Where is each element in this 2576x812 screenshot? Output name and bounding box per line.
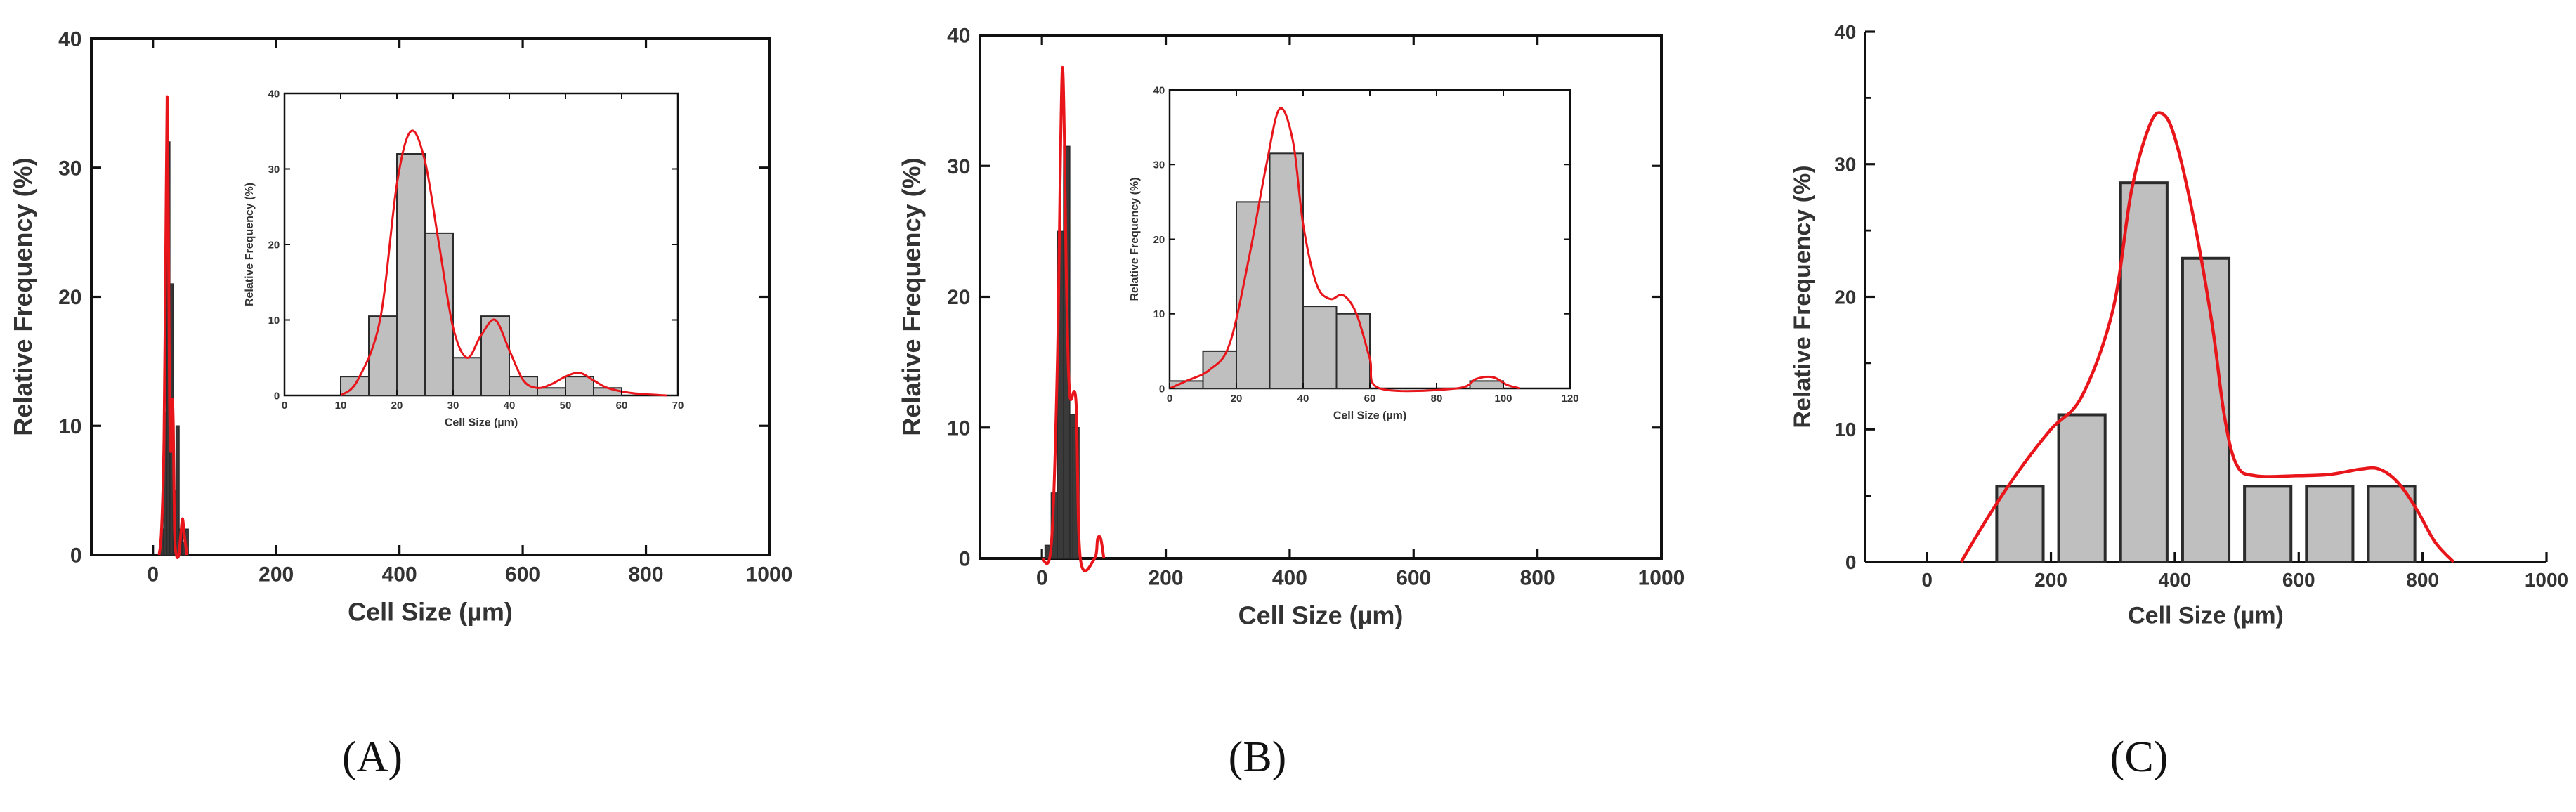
x-tick-label: 400: [382, 563, 417, 587]
inset-y-tick-label: 30: [1153, 159, 1165, 171]
inset-y-tick-label: 10: [268, 315, 280, 327]
x-tick-label: 600: [2282, 569, 2315, 591]
x-axis-title: Cell Size (µm): [1238, 601, 1404, 629]
inset-y-tick-label: 30: [268, 164, 280, 176]
inset-histogram-bar-6: [1335, 313, 1371, 389]
inset-y-tick-label: 40: [268, 88, 280, 100]
inset-x-axis-title: Cell Size (µm): [1333, 410, 1406, 422]
inset-x-tick-label: 70: [672, 400, 684, 412]
x-tick-label: 1000: [1638, 567, 1685, 590]
inset-histogram-bar-7: [1469, 380, 1504, 389]
y-tick-label: 30: [947, 155, 970, 178]
x-axis-title: Cell Size (µm): [2128, 603, 2284, 629]
inset-histogram-bar-4: [1269, 152, 1304, 389]
inset-y-tick-label: 0: [1159, 383, 1165, 395]
x-tick-label: 0: [147, 563, 159, 587]
y-tick-label: 30: [58, 157, 81, 180]
inset-y-tick-label: 20: [268, 239, 280, 251]
inset-y-tick-label: 40: [1153, 84, 1165, 96]
x-tick-label: 200: [1149, 567, 1184, 590]
inset-x-tick-label: 40: [504, 400, 516, 412]
inset-x-tick-label: 50: [560, 400, 572, 412]
x-tick-label: 600: [505, 563, 540, 587]
inset-histogram-bar-5: [1302, 306, 1338, 389]
inset-y-axis-title: Relative Frequency (%): [1129, 177, 1141, 301]
inset-histogram-bar-8: [537, 387, 566, 396]
y-tick-label: 10: [947, 417, 970, 440]
inset-x-tick-label: 10: [335, 400, 347, 412]
histogram-bar-4: [2181, 256, 2231, 563]
inset-chart-b: 0 20 40 60 80 100 120 0 10 20 30 40 Cell Size (µm) Re…: [1129, 84, 1579, 421]
inset-y-tick-label: 10: [1153, 308, 1165, 320]
distribution-fit-curve: [1040, 66, 1106, 572]
x-tick-label: 800: [629, 563, 664, 587]
inset-x-tick-label: 0: [282, 400, 287, 412]
inset-distribution-fit-curve: [339, 129, 667, 397]
inset-chart-a: 0 10 20 30 40 50 60 70 0 10 20 30 40 Cell Size (µm) Re…: [244, 88, 684, 428]
inset-x-tick-label: 60: [616, 400, 628, 412]
x-tick-label: 200: [2034, 569, 2067, 591]
inset-y-tick-label: 0: [274, 390, 280, 402]
x-tick-label: 200: [259, 563, 294, 587]
inset-histogram-bar-5: [452, 357, 482, 396]
x-tick-label: 400: [2159, 569, 2192, 591]
inset-histogram-bar-9: [565, 376, 594, 396]
histogram-bar-1: [1995, 485, 2045, 563]
y-tick-label: 40: [1834, 21, 1856, 43]
inset-x-tick-label: 20: [1231, 393, 1243, 405]
y-tick-label: 10: [1834, 419, 1856, 440]
inset-distribution-fit-curve: [1169, 107, 1521, 393]
x-axis-title: Cell Size (µm): [348, 597, 513, 626]
y-tick-label: 0: [70, 544, 82, 568]
y-tick-label: 30: [1834, 154, 1856, 176]
y-tick-label: 20: [58, 286, 81, 309]
inset-x-tick-label: 120: [1561, 393, 1578, 405]
y-tick-label: 10: [58, 415, 81, 438]
x-tick-label: 600: [1396, 567, 1431, 590]
inset-histogram-bar-3: [396, 153, 426, 396]
y-axis-title: Relative Frequency (%): [1789, 165, 1816, 428]
y-tick-label: 0: [959, 548, 971, 571]
inset-x-tick-label: 0: [1167, 393, 1172, 405]
panel-label-b: (B): [1229, 733, 1287, 781]
y-tick-label: 40: [947, 25, 970, 48]
inset-x-tick-label: 80: [1431, 393, 1443, 405]
x-tick-label: 800: [1520, 567, 1555, 590]
inset-x-tick-label: 100: [1494, 393, 1512, 405]
chart-panel-c: 0 200 400 600 800 1000 0 10 20 30 40 Cell Size (µm)…: [1789, 21, 2568, 629]
inset-x-axis-title: Cell Size (µm): [445, 417, 518, 429]
inset-y-axis-title: Relative Frequency (%): [244, 183, 256, 306]
x-tick-label: 0: [1921, 569, 1933, 591]
inset-x-tick-label: 40: [1297, 393, 1309, 405]
histogram-bar-2: [2057, 413, 2107, 563]
inset-x-tick-label: 60: [1364, 393, 1376, 405]
panel-label-a: (A): [342, 733, 403, 781]
histogram-bar-5: [2243, 485, 2293, 563]
histogram-bar-7: [2367, 485, 2417, 563]
x-tick-label: 1000: [746, 563, 793, 587]
y-axis-title: Relative Frequency (%): [8, 157, 37, 436]
inset-histogram-bar-2: [368, 315, 398, 396]
inset-x-tick-label: 20: [391, 400, 403, 412]
histogram-bar-6: [2305, 485, 2355, 563]
inset-y-tick-label: 20: [1153, 234, 1165, 246]
panel-label-c: (C): [2110, 733, 2169, 781]
x-tick-label: 0: [1036, 567, 1048, 590]
x-tick-label: 800: [2406, 569, 2439, 591]
x-tick-label: 400: [1272, 567, 1307, 590]
inset-histogram-bar-4: [424, 232, 454, 396]
inset-x-tick-label: 30: [447, 400, 459, 412]
distribution-fit-curve: [157, 95, 188, 560]
y-tick-label: 20: [1834, 286, 1856, 308]
x-tick-label: 1000: [2525, 569, 2568, 591]
distribution-fit-curve: [1959, 111, 2455, 563]
y-tick-label: 0: [1845, 551, 1857, 573]
y-tick-label: 40: [58, 28, 81, 51]
y-tick-label: 20: [947, 286, 970, 309]
y-axis-title: Relative Frequency (%): [897, 157, 926, 436]
histogram-bar-3: [2119, 181, 2169, 563]
